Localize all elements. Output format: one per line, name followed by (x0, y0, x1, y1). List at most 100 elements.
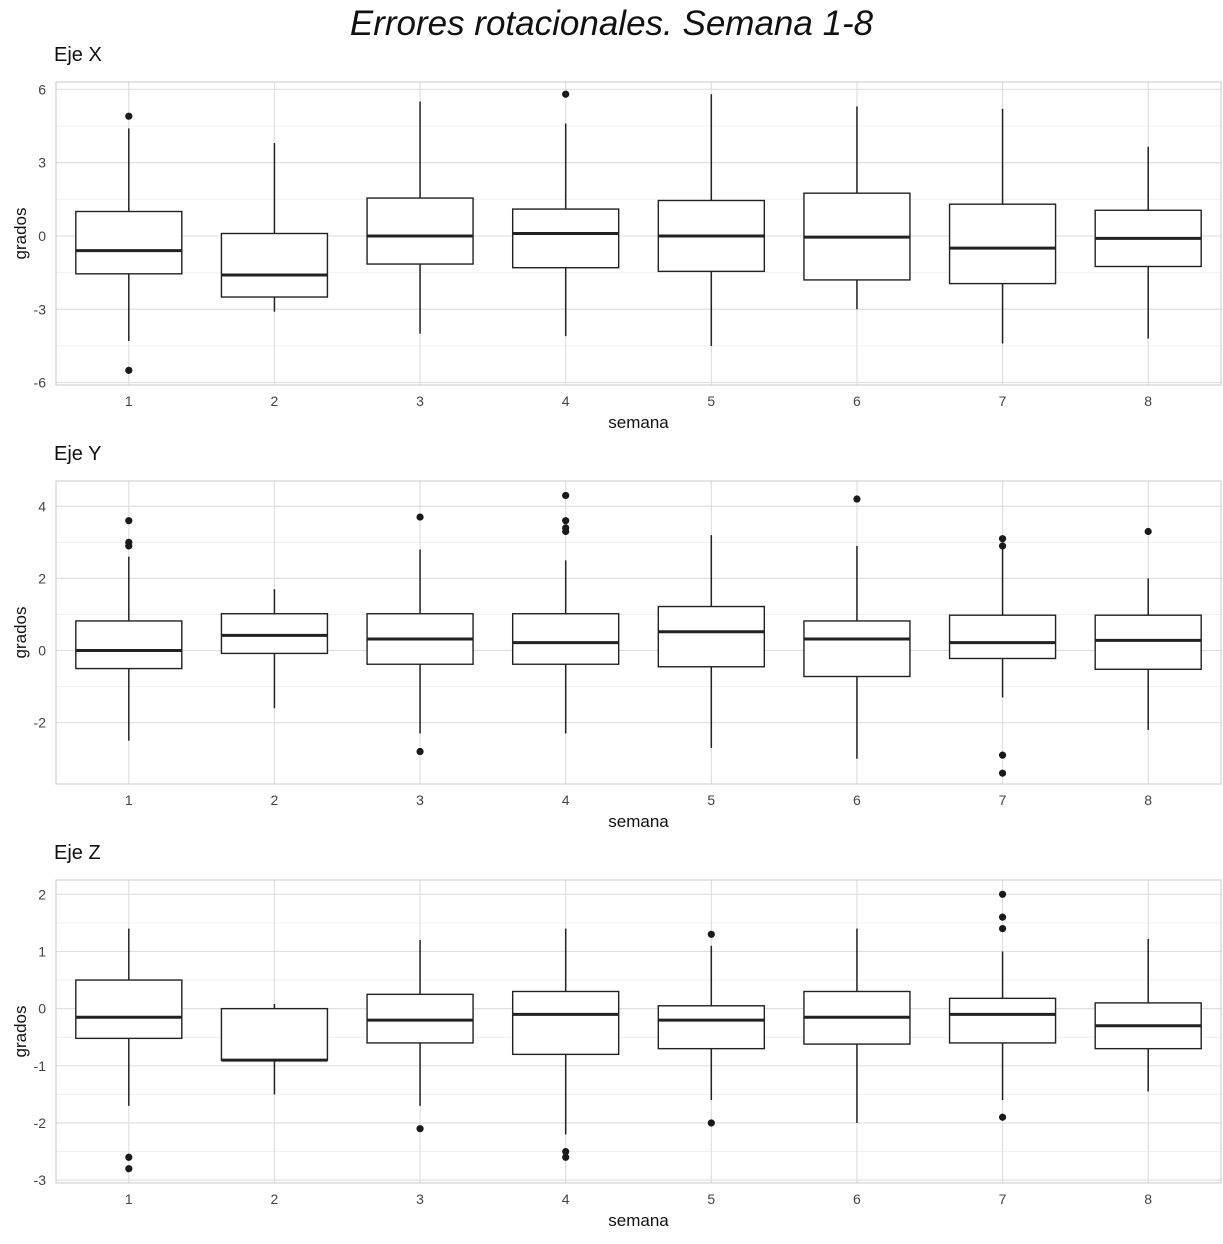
y-tick-label: 1 (38, 943, 46, 959)
box (75, 979, 183, 1040)
box (511, 208, 620, 269)
outlier-point (562, 517, 570, 525)
panel-eje-z: Eje Z -3 -2 -1 0 1 2 1 2 3 4 5 6 7 8 semana grados (0, 842, 1223, 1244)
x-tick-label: 3 (416, 1191, 424, 1207)
y-tick-label: 3 (38, 155, 46, 171)
outlier-point (998, 751, 1007, 759)
panel-title: Eje Z (54, 842, 101, 864)
y-tick-label: 4 (38, 498, 46, 514)
x-tick-label: 3 (416, 792, 424, 808)
box (948, 203, 1057, 285)
x-tick-label: 7 (999, 1191, 1007, 1207)
y-tick-label: -3 (34, 1172, 47, 1188)
y-tick-label: -2 (34, 1115, 47, 1131)
x-tick-label: 4 (562, 792, 570, 808)
panel-border (55, 879, 1222, 1184)
panel-border (55, 480, 1222, 785)
y-axis-title: grados (11, 607, 30, 659)
panel-eje-y: Eje Y -2 0 2 4 1 2 3 4 5 6 7 8 semana grados (0, 443, 1223, 845)
x-tick-label: 1 (125, 792, 133, 808)
box (948, 997, 1057, 1044)
outlier-point (562, 527, 570, 536)
x-tick-label: 8 (1144, 393, 1152, 409)
y-tick-label: 0 (38, 643, 46, 659)
outlier-point (125, 366, 133, 374)
box (948, 614, 1057, 660)
box (220, 1007, 329, 1061)
x-tick-label: 1 (125, 1191, 133, 1207)
outlier-point (1144, 527, 1152, 536)
outlier-point (562, 90, 570, 98)
outlier-point (125, 517, 133, 525)
box (657, 605, 766, 668)
box (657, 1005, 766, 1050)
x-axis-title: semana (608, 1211, 669, 1230)
outlier-point (853, 495, 861, 503)
x-tick-label: 8 (1144, 792, 1152, 808)
main-title: Errores rotacionales. Semana 1-8 (349, 4, 874, 43)
outlier-point (416, 513, 424, 521)
x-axis-title: semana (608, 413, 669, 432)
box (1094, 614, 1202, 670)
box (75, 620, 183, 670)
chart-eje-z: -3 -2 -1 0 1 2 1 2 3 4 5 6 7 8 semana grados (11, 879, 1222, 1230)
box (220, 613, 329, 655)
y-axis-title: grados (11, 1006, 30, 1058)
outlier-point (998, 924, 1007, 933)
x-tick-label: 6 (853, 792, 861, 808)
x-tick-label: 7 (999, 393, 1007, 409)
outlier-point (562, 1153, 570, 1161)
outlier-point (125, 542, 133, 550)
box (803, 620, 911, 678)
outlier-point (998, 913, 1007, 921)
x-tick-label: 2 (271, 393, 279, 409)
outlier-point (998, 535, 1007, 543)
panel-title: Eje Y (54, 443, 102, 465)
outlier-point (998, 542, 1007, 550)
x-tick-label: 2 (271, 1191, 279, 1207)
panel-eje-x: Eje X -6 -3 0 3 6 1 2 3 4 5 6 7 8 semana grados (0, 44, 1223, 446)
box (511, 613, 620, 665)
chart-eje-y: -2 0 2 4 1 2 3 4 5 6 7 8 semana grados (11, 480, 1222, 831)
x-tick-label: 3 (416, 393, 424, 409)
x-tick-label: 5 (707, 393, 715, 409)
outlier-point (707, 1119, 715, 1127)
outlier-point (416, 747, 424, 756)
box (75, 210, 183, 275)
outlier-point (998, 890, 1007, 898)
box (220, 232, 329, 298)
outlier-point (125, 1165, 133, 1173)
x-tick-label: 7 (999, 792, 1007, 808)
y-tick-label: -1 (34, 1058, 47, 1074)
x-tick-label: 1 (125, 393, 133, 409)
outlier-point (707, 930, 715, 938)
y-tick-label: 2 (38, 886, 46, 902)
outlier-point (416, 1125, 424, 1133)
y-tick-label: -2 (34, 715, 47, 731)
y-tick-label: 0 (38, 1001, 46, 1017)
x-tick-label: 5 (707, 1191, 715, 1207)
outlier-point (562, 1147, 570, 1156)
y-tick-label: -3 (34, 301, 47, 317)
panel-border (55, 81, 1222, 386)
outlier-point (125, 1153, 133, 1161)
outlier-point (998, 769, 1007, 777)
x-tick-label: 6 (853, 393, 861, 409)
x-tick-label: 8 (1144, 1191, 1152, 1207)
outlier-point (998, 1113, 1007, 1121)
chart-eje-x: -6 -3 0 3 6 1 2 3 4 5 6 7 8 semana grados (11, 81, 1222, 432)
x-tick-label: 5 (707, 792, 715, 808)
x-tick-label: 2 (271, 792, 279, 808)
y-axis-title: grados (11, 208, 30, 260)
panel-title: Eje X (54, 44, 102, 66)
x-tick-label: 6 (853, 1191, 861, 1207)
x-tick-label: 4 (562, 393, 570, 409)
box (511, 990, 620, 1056)
x-axis-title: semana (608, 812, 669, 831)
outlier-point (562, 491, 570, 500)
y-tick-label: 0 (38, 228, 46, 244)
box (366, 197, 474, 265)
y-tick-label: -6 (34, 375, 47, 391)
y-tick-label: 2 (38, 570, 46, 586)
outlier-point (125, 112, 133, 120)
